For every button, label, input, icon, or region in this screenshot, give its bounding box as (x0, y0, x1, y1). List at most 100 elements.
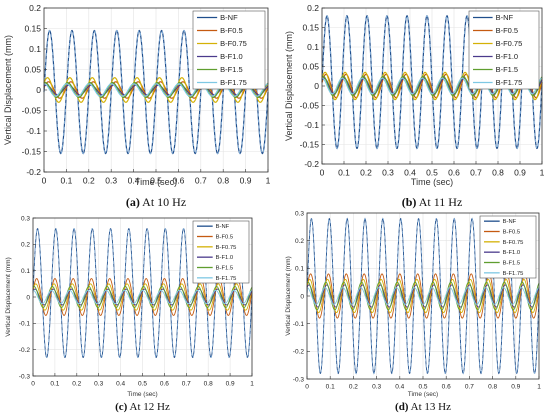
y-tick-label: 0.1 (29, 44, 41, 54)
x-axis-label: Time (sec) (408, 391, 438, 398)
legend-entry: B-F1.75 (216, 276, 237, 282)
y-tick-label: -0.2 (19, 347, 31, 354)
x-tick-label: 0.5 (138, 381, 147, 388)
x-tick-label: 0.8 (492, 168, 504, 178)
x-tick-label: 0.1 (326, 384, 335, 391)
panel-caption: (b) At 11 Hz (402, 195, 463, 209)
x-tick-label: 0.4 (404, 168, 416, 178)
panel-caption-label: (c) (115, 401, 128, 413)
legend-entry: B-F0.5 (216, 235, 233, 241)
x-tick-label: 0.8 (488, 384, 497, 391)
y-tick-label: -0.3 (293, 376, 305, 383)
x-tick-label: 0.8 (217, 176, 229, 186)
legend-entry: B-F0.5 (503, 230, 520, 236)
y-tick-label: -0.05 (22, 105, 42, 115)
panel-caption: (c) At 12 Hz (115, 401, 170, 413)
x-tick-label: 0.3 (372, 384, 381, 391)
x-tick-label: 0 (42, 176, 47, 186)
legend-entry: B-F1.5 (503, 261, 520, 267)
y-axis-label: Vertical Displacement (mm) (3, 35, 13, 145)
y-tick-label: -0.2 (304, 159, 319, 169)
x-tick-label: 0.6 (448, 168, 460, 178)
x-tick-label: 0.7 (182, 381, 191, 388)
y-tick-label: -0.15 (22, 146, 42, 156)
x-tick-label: 0.4 (116, 381, 125, 388)
legend-box (192, 220, 250, 284)
y-tick-label: 0.1 (295, 266, 304, 273)
panel-caption-text: At 13 Hz (408, 401, 451, 413)
legend-entry: B-NF (216, 224, 230, 230)
x-tick-label: 0.9 (511, 384, 520, 391)
chart-panel-3: 0 0.1 0.2 0.3 0.4 0.5 0.6 0.7 0.8 0.9 1 -0.3 -0.2 -0.… (5, 215, 254, 413)
x-tick-label: 1 (250, 381, 254, 388)
y-tick-label: -0.05 (300, 100, 320, 110)
legend-entry: B-F1.75 (220, 78, 247, 87)
x-tick-label: 0 (31, 381, 35, 388)
y-tick-label: 0 (36, 85, 41, 95)
chart-panel-2: 0 0.1 0.2 0.3 0.4 0.5 0.6 0.7 0.8 0.9 1 -0.2 -0.15 -0… (284, 3, 545, 209)
y-tick-label: 0 (300, 293, 304, 300)
x-tick-label: 0.9 (514, 168, 526, 178)
x-tick-label: 0 (320, 168, 325, 178)
y-tick-label: -0.3 (19, 373, 31, 380)
panel-caption-text: At 10 Hz (140, 195, 186, 209)
legend-box (192, 10, 266, 90)
x-tick-label: 0.2 (83, 176, 95, 186)
panel-caption-label: (b) (402, 195, 417, 209)
y-axis-label: Vertical Displacement (mm) (285, 256, 292, 335)
x-axis-label: Time (sec) (135, 177, 177, 187)
x-tick-label: 0.3 (382, 168, 394, 178)
panel-caption: (d) At 13 Hz (395, 401, 451, 413)
legend-entry: B-F0.75 (496, 39, 523, 48)
legend-entry: B-F1.0 (216, 255, 233, 261)
legend-entry: B-NF (496, 13, 514, 22)
x-tick-label: 0.9 (226, 381, 235, 388)
panel-caption: (a) At 10 Hz (126, 195, 186, 209)
legend-entry: B-F0.75 (216, 245, 237, 251)
x-tick-label: 1 (537, 384, 541, 391)
x-tick-label: 0.5 (418, 384, 427, 391)
series-line-b-f1_75 (307, 287, 540, 305)
x-tick-label: 0.5 (150, 176, 162, 186)
panel-caption-label: (a) (126, 195, 140, 209)
series-line-b-f1_5 (43, 82, 269, 98)
legend-entry: B-F1.0 (220, 52, 243, 61)
x-tick-label: 0.4 (128, 176, 140, 186)
series-line-b-f1_5 (306, 281, 540, 311)
series-line-b-f1_75 (33, 289, 253, 305)
legend: B-NF B-F0.5 B-F0.75 B-F1.0 B-F1.5 B-F1.75 (479, 215, 537, 279)
x-tick-label: 0.7 (465, 384, 474, 391)
y-tick-label: 0.1 (21, 268, 30, 275)
legend-entry: B-F1.75 (503, 271, 524, 277)
y-tick-label: 0.15 (302, 22, 319, 32)
y-tick-label: 0.1 (307, 42, 319, 52)
x-tick-label: 1 (540, 168, 545, 178)
x-tick-label: 0.4 (395, 384, 404, 391)
panel-caption-text: At 12 Hz (127, 401, 170, 413)
x-tick-label: 0.2 (72, 381, 81, 388)
legend-entry: B-NF (220, 13, 238, 22)
legend-entry: B-F1.75 (496, 78, 523, 87)
y-tick-label: 0.2 (29, 3, 41, 13)
y-tick-label: -0.1 (293, 321, 305, 328)
y-tick-label: -0.1 (19, 321, 31, 328)
chart-panel-4: 0 0.1 0.2 0.3 0.4 0.5 0.6 0.7 0.8 0.9 1 -0.3 -0.2 -0.… (285, 210, 541, 413)
legend-entry: B-NF (503, 219, 517, 225)
series-line-b-f1_75 (43, 83, 269, 97)
x-axis-label: Time (sec) (411, 177, 453, 187)
legend-entry: B-F0.5 (220, 26, 243, 35)
panel-caption-text: At 11 Hz (416, 195, 462, 209)
legend-entry: B-F1.5 (216, 266, 233, 272)
x-tick-label: 0.6 (442, 384, 451, 391)
y-tick-label: 0.2 (21, 242, 30, 249)
legend: B-NF B-F0.5 B-F0.75 B-F1.0 B-F1.5 B-F1.75 (192, 220, 250, 284)
y-tick-label: 0 (26, 294, 30, 301)
y-tick-label: -0.2 (26, 167, 41, 177)
y-tick-label: -0.1 (26, 126, 41, 136)
x-tick-label: 0.8 (204, 381, 213, 388)
x-tick-label: 0.1 (60, 176, 72, 186)
x-tick-label: 0.5 (426, 168, 438, 178)
chart-panel-1: 0 0.1 0.2 0.3 0.4 0.5 0.6 0.7 0.8 0.9 1 -0.2 -0.15 -0… (3, 3, 271, 209)
x-tick-label: 0.7 (195, 176, 207, 186)
